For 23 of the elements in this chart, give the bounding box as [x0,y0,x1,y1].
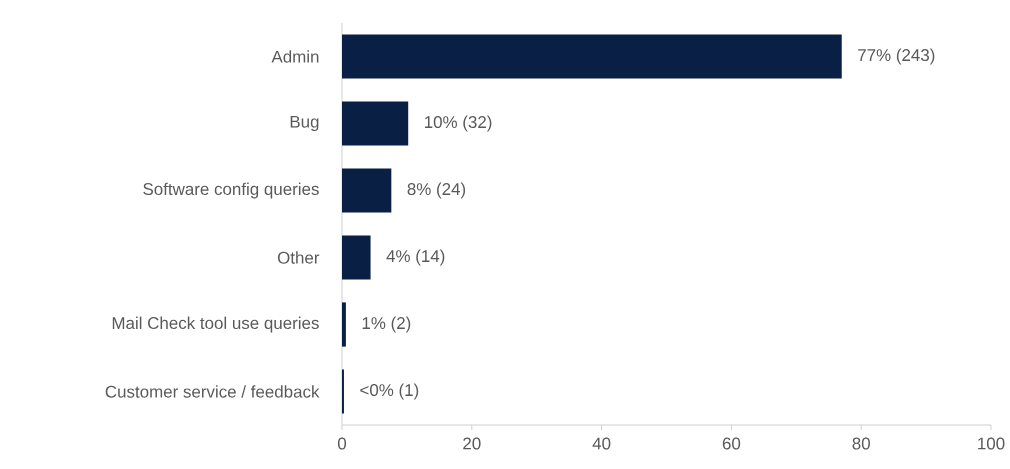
data-label: <0% (1) [360,383,419,400]
bar [342,235,371,280]
data-label: 77% (243) [858,48,935,65]
x-tick-label: 80 [852,437,870,450]
x-tick-label: 100 [978,437,1005,450]
y-tick-label: Customer service / feedback [105,385,320,398]
bar [342,101,409,146]
data-label: 8% (24) [407,182,466,199]
y-tick-label: Bug [290,115,319,132]
data-label: 4% (14) [386,249,445,266]
y-tick-label: Mail Check tool use queries [112,316,319,333]
y-tick-label: Other [277,251,320,264]
bar [342,302,346,347]
x-tick-label: 0 [337,437,347,450]
y-tick-label: Admin [271,50,319,63]
bar [342,168,392,213]
x-tick-label: 20 [463,437,481,450]
data-label: 10% (32) [425,115,492,132]
bar [342,34,842,79]
y-tick-label: Software config queries [143,182,319,199]
x-tick-label: 40 [592,437,611,450]
x-tick-label: 60 [722,437,741,450]
data-label: 1% (2) [362,316,411,333]
